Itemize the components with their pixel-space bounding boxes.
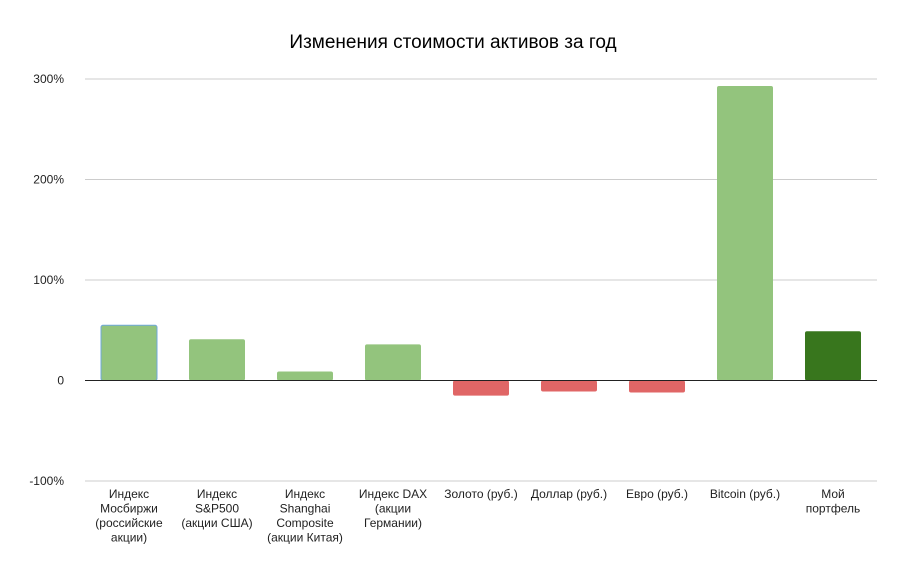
x-tick-label-line: Индекс	[109, 487, 149, 501]
x-tick-label: Доллар (руб.)	[531, 487, 607, 501]
x-tick-label: Золото (руб.)	[444, 487, 517, 501]
bar	[805, 331, 861, 381]
x-tick-label-line: Германии)	[364, 516, 422, 530]
x-tick-label-line: Евро (руб.)	[626, 487, 688, 501]
x-tick-label-line: портфель	[806, 502, 860, 516]
x-tick-label-line: акции)	[111, 531, 147, 545]
bar	[365, 344, 421, 381]
x-tick-label: Индекс Shanghai Composite (акции Китая)	[267, 487, 343, 545]
bar	[629, 380, 685, 393]
x-tick-label: Евро (руб.)	[626, 487, 688, 501]
x-tick-label-line: (акции Китая)	[267, 531, 343, 545]
bar	[717, 86, 773, 381]
bar	[100, 324, 158, 382]
y-tick-label: 100%	[33, 273, 64, 287]
y-axis-ticks: 300% 200% 100% 0 -100%	[29, 72, 64, 488]
x-tick-label-line: Индекс DAX	[359, 487, 427, 501]
x-tick-label-line: (акции	[375, 502, 411, 516]
x-tick-label-line: Shanghai	[280, 502, 331, 516]
x-tick-label-line: Мой	[821, 487, 845, 501]
x-tick-label-line: Индекс	[285, 487, 325, 501]
x-tick-label-line: Composite	[276, 516, 334, 530]
x-tick-label: Индекс DAX (акции Германии)	[359, 487, 427, 530]
x-tick-label-line: Золото (руб.)	[444, 487, 517, 501]
bar	[189, 339, 245, 381]
y-tick-label: 200%	[33, 173, 64, 187]
x-tick-label-line: Доллар (руб.)	[531, 487, 607, 501]
y-tick-label: 0	[57, 374, 64, 388]
bar	[277, 371, 333, 381]
x-tick-label: Индекс Мосбиржи (российские акции)	[95, 487, 163, 545]
chart-title: Изменения стоимости активов за год	[289, 32, 616, 53]
y-tick-label: 300%	[33, 72, 64, 86]
x-tick-label: Индекс S&P500 (акции США)	[181, 487, 252, 530]
bar	[453, 380, 509, 396]
x-axis-ticks: Индекс Мосбиржи (российские акции)Индекс S&P…	[95, 487, 860, 545]
bar	[541, 380, 597, 392]
x-tick-label-line: S&P500	[195, 502, 239, 516]
x-tick-label-line: (акции США)	[181, 516, 252, 530]
x-tick-label-line: Индекс	[197, 487, 237, 501]
x-tick-label-line: (российские	[95, 516, 163, 530]
x-tick-label: Мой портфель	[806, 487, 860, 516]
x-tick-label-line: Bitcoin (руб.)	[710, 487, 780, 501]
x-tick-label-line: Мосбиржи	[100, 502, 158, 516]
y-tick-label: -100%	[29, 474, 64, 488]
x-tick-label: Bitcoin (руб.)	[710, 487, 780, 501]
bars	[100, 86, 861, 396]
